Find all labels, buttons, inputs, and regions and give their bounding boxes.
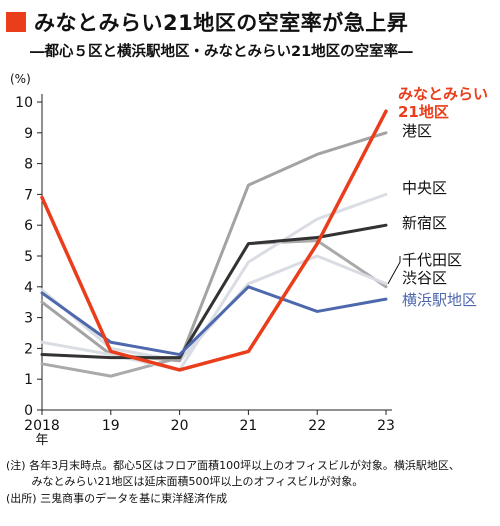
- x-tick-label: 22: [308, 418, 326, 434]
- series-line: [40, 131, 388, 363]
- x-tick-label: 20: [171, 418, 189, 434]
- series-label: みなとみらい: [398, 85, 488, 103]
- x-tick-label-suffix: 年: [35, 433, 48, 448]
- series-label: 横浜駅地区: [402, 291, 477, 309]
- x-tick-label: 2018: [24, 418, 60, 434]
- series-label: 21地区: [398, 103, 449, 121]
- series-line: [40, 192, 388, 372]
- series-line: [40, 223, 388, 360]
- y-tick-label: 3: [24, 311, 33, 327]
- y-tick-label: 6: [24, 218, 33, 234]
- series-line: [40, 285, 388, 357]
- y-tick-label: 10: [15, 95, 33, 111]
- x-tick-label: 21: [239, 418, 257, 434]
- series-line: [40, 109, 388, 372]
- series-label: 千代田区: [402, 251, 462, 269]
- y-tick-label: 2: [24, 341, 33, 357]
- title-accent-square: [6, 12, 26, 32]
- y-tick-label: 5: [24, 249, 33, 265]
- series-label: 港区: [402, 122, 432, 140]
- source-note: (出所) 三鬼商事のデータを基に東洋経済作成: [6, 492, 228, 505]
- y-tick-label: 1: [24, 372, 33, 388]
- label-leader-line: [387, 256, 401, 284]
- y-tick-label: 7: [24, 187, 33, 203]
- title-block: みなとみらい21地区の空室率が急上昇: [6, 7, 408, 37]
- y-tick-label: 8: [24, 157, 33, 173]
- series-label: 渋谷区: [402, 269, 447, 287]
- note-line-2: みなとみらい21地区は延床面積500坪以上のオフィスビルが対象。: [6, 475, 364, 488]
- note-line-1: (注) 各年3月末時点。都心5区はフロア面積100坪以上のオフィスビルが対象。横…: [6, 459, 460, 472]
- series-label: 新宿区: [402, 214, 447, 232]
- chart-subtitle: ―都心５区と横浜駅地区・みなとみらい21地区の空室率―: [30, 44, 413, 60]
- y-tick-label: 4: [24, 280, 33, 296]
- y-tick-label: 9: [24, 126, 33, 142]
- x-tick-label: 23: [377, 418, 395, 434]
- x-tick-label: 19: [102, 418, 120, 434]
- y-axis-unit: (%): [10, 72, 31, 86]
- page-title: みなとみらい21地区の空室率が急上昇: [34, 11, 409, 35]
- series-label: 中央区: [402, 179, 447, 197]
- y-tick-label: 0: [24, 403, 33, 419]
